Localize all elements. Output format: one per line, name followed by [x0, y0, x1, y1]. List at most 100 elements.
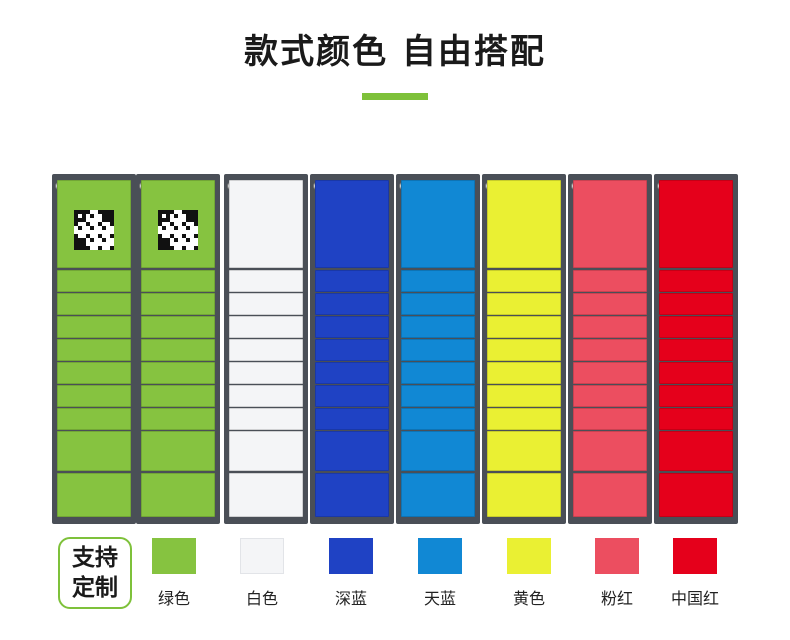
- badge-line-2: 定制: [72, 575, 118, 601]
- qr-code-icon: [158, 210, 198, 250]
- locker-door: [229, 316, 303, 338]
- locker-door: [57, 408, 131, 430]
- locker-door: [573, 431, 647, 471]
- locker-door: [573, 408, 647, 430]
- color-swatch-label: 天蓝: [423, 589, 456, 608]
- qr-code-icon: [74, 210, 114, 250]
- locker-door: [229, 385, 303, 407]
- locker-door: [487, 431, 561, 471]
- locker-cabinet: [310, 174, 394, 524]
- locker-door: [401, 473, 475, 517]
- locker-door: [315, 431, 389, 471]
- locker-door: [401, 339, 475, 361]
- locker-door: [229, 270, 303, 292]
- locker-door: [659, 293, 733, 315]
- locker-door: [401, 316, 475, 338]
- color-swatch-label: 白色: [245, 589, 278, 608]
- locker-door: [315, 270, 389, 292]
- locker-door: [401, 293, 475, 315]
- locker-door: [315, 339, 389, 361]
- locker-door: [229, 293, 303, 315]
- locker-door: [659, 270, 733, 292]
- locker-door: [573, 293, 647, 315]
- locker-door: [659, 408, 733, 430]
- page-title: 款式颜色 自由搭配: [244, 32, 546, 72]
- color-swatch: [673, 538, 717, 574]
- locker-door: [487, 270, 561, 292]
- locker-door: [57, 270, 131, 292]
- locker-door: [573, 385, 647, 407]
- locker-door: [141, 362, 215, 384]
- locker-door: [401, 270, 475, 292]
- locker-door: [141, 316, 215, 338]
- locker-door: [141, 270, 215, 292]
- badge-line-1: 支持: [72, 545, 118, 571]
- locker-door: [141, 293, 215, 315]
- locker-door: [487, 180, 561, 268]
- locker-door: [57, 293, 131, 315]
- locker-cabinet: [52, 174, 136, 524]
- locker-cabinet: [482, 174, 566, 524]
- locker-door: [659, 180, 733, 268]
- locker-door: [573, 270, 647, 292]
- locker-cabinet: [136, 174, 220, 524]
- locker-door: [659, 316, 733, 338]
- locker-cabinet: [568, 174, 652, 524]
- title-underline: [362, 93, 428, 100]
- color-swatch: [418, 538, 462, 574]
- locker-door: [141, 385, 215, 407]
- locker-door: [315, 385, 389, 407]
- color-swatch-label: 中国红: [670, 589, 719, 608]
- locker-door: [401, 180, 475, 268]
- locker-door: [315, 180, 389, 268]
- locker-cabinet: [654, 174, 738, 524]
- locker-door: [573, 362, 647, 384]
- locker-door: [659, 362, 733, 384]
- locker-door: [315, 293, 389, 315]
- color-swatch: [595, 538, 639, 574]
- locker-door: [141, 408, 215, 430]
- locker-display: [52, 174, 738, 524]
- locker-door: [141, 431, 215, 471]
- locker-door: [659, 473, 733, 517]
- locker-door: [229, 362, 303, 384]
- color-swatch: [152, 538, 196, 574]
- locker-door: [57, 339, 131, 361]
- locker-door: [487, 293, 561, 315]
- color-swatch-label: 深蓝: [334, 589, 367, 608]
- locker-door: [57, 473, 131, 517]
- locker-door: [487, 362, 561, 384]
- locker-door: [573, 180, 647, 268]
- locker-door: [659, 339, 733, 361]
- locker-door: [487, 385, 561, 407]
- locker-door: [487, 408, 561, 430]
- color-swatch: [329, 538, 373, 574]
- locker-door: [401, 431, 475, 471]
- color-swatch-label: 绿色: [157, 589, 190, 608]
- customize-badge: 支持 定制: [58, 537, 132, 609]
- locker-door: [57, 362, 131, 384]
- locker-door: [57, 316, 131, 338]
- locker-door: [229, 473, 303, 517]
- color-swatch-label: 粉红: [600, 589, 633, 608]
- locker-door: [229, 408, 303, 430]
- locker-cabinet: [224, 174, 308, 524]
- locker-door: [401, 408, 475, 430]
- locker-door: [573, 339, 647, 361]
- locker-door: [141, 339, 215, 361]
- locker-door: [315, 362, 389, 384]
- locker-door: [659, 385, 733, 407]
- locker-door: [401, 362, 475, 384]
- locker-cabinet: [396, 174, 480, 524]
- color-swatch: [507, 538, 551, 574]
- locker-door: [573, 316, 647, 338]
- color-swatch: [240, 538, 284, 574]
- locker-door: [141, 473, 215, 517]
- locker-door: [315, 408, 389, 430]
- locker-door: [57, 385, 131, 407]
- locker-door: [487, 316, 561, 338]
- locker-door: [659, 431, 733, 471]
- locker-door: [57, 431, 131, 471]
- locker-door: [229, 431, 303, 471]
- locker-door: [487, 473, 561, 517]
